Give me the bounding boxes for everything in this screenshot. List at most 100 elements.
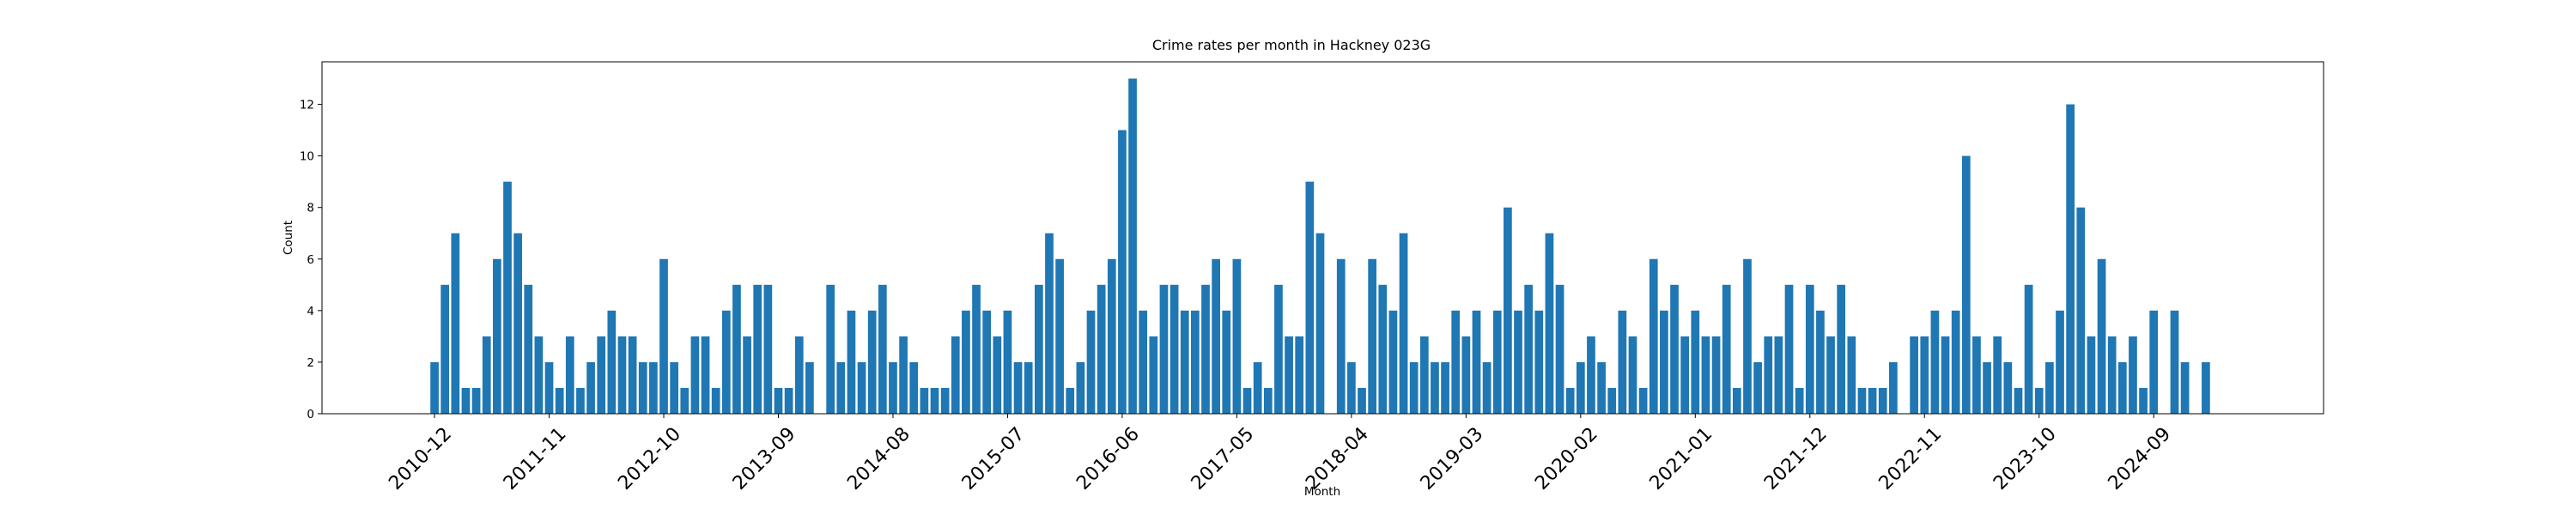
- bar: [2024, 284, 2033, 414]
- bar: [1315, 233, 1325, 414]
- bar: [1534, 310, 1544, 414]
- bar: [513, 233, 522, 414]
- bar: [1618, 310, 1627, 414]
- bar: [1118, 130, 1127, 414]
- bar: [805, 361, 814, 414]
- bar: [1180, 310, 1189, 414]
- bar: [1305, 181, 1315, 415]
- bar: [576, 387, 585, 414]
- bar: [1222, 310, 1231, 414]
- bar: [2202, 361, 2210, 414]
- bar: [555, 387, 564, 414]
- bar: [1097, 284, 1106, 414]
- bar: [586, 361, 595, 414]
- bar: [440, 284, 450, 414]
- bar: [1461, 336, 1471, 414]
- bar: [1388, 310, 1398, 414]
- bar: [2045, 361, 2054, 414]
- bar: [1076, 361, 1085, 414]
- bar: [1263, 387, 1273, 414]
- y-tick-label: 8: [307, 202, 314, 215]
- bar: [680, 387, 690, 414]
- bar: [1628, 336, 1637, 414]
- bar: [1607, 387, 1617, 414]
- bar: [1597, 361, 1606, 414]
- bar: [794, 336, 804, 414]
- plot-frame: [321, 61, 2324, 415]
- bar: [721, 310, 731, 414]
- y-tick-label: 12: [300, 99, 314, 112]
- bar: [857, 361, 866, 414]
- bar: [1983, 361, 1991, 414]
- bar: [1826, 336, 1835, 414]
- bar: [1795, 387, 1804, 414]
- bar: [743, 336, 751, 414]
- bar: [1524, 284, 1534, 414]
- bar: [867, 310, 877, 414]
- bar: [617, 336, 627, 414]
- bar: [1670, 284, 1679, 414]
- bar: [2149, 310, 2159, 414]
- x-tick-label: 2022-11: [1875, 423, 1947, 494]
- bar: [940, 387, 950, 414]
- bar: [774, 387, 783, 414]
- x-tick-label: 2016-06: [1072, 423, 1144, 494]
- x-tick-label: 2012-10: [614, 423, 685, 494]
- bar: [1170, 284, 1179, 414]
- bar: [1784, 284, 1794, 414]
- bar: [638, 361, 647, 414]
- bar: [847, 310, 856, 414]
- x-tick-label: 2020-02: [1531, 423, 1602, 494]
- bar: [1847, 336, 1856, 414]
- bar: [2117, 361, 2127, 414]
- bar: [1691, 310, 1700, 414]
- bar: [1492, 310, 1502, 414]
- bar: [1660, 310, 1668, 414]
- x-tick-label: 2023-10: [1990, 423, 2061, 494]
- bar: [471, 387, 481, 414]
- bar: [1941, 336, 1950, 414]
- bar: [1336, 258, 1346, 414]
- bar: [1139, 310, 1148, 414]
- x-tick-label: 2011-11: [500, 423, 571, 494]
- bar: [1368, 258, 1376, 414]
- bar: [2066, 104, 2075, 414]
- bar: [1680, 336, 1690, 414]
- bar: [1482, 361, 1492, 414]
- bar: [1431, 361, 1439, 414]
- bar: [1003, 310, 1012, 414]
- bar: [1212, 258, 1220, 414]
- bar: [1358, 387, 1366, 414]
- bar: [1514, 310, 1522, 414]
- bar: [1128, 78, 1137, 415]
- x-tick-label: 2010-12: [385, 423, 456, 494]
- bar: [1013, 361, 1023, 414]
- x-tick-label: 2021-01: [1646, 423, 1717, 494]
- bar: [1378, 284, 1388, 414]
- bar: [1805, 284, 1814, 414]
- bar: [1066, 387, 1075, 414]
- bar: [1961, 155, 1971, 414]
- bar: [1722, 284, 1731, 414]
- bar: [1045, 233, 1054, 414]
- bar: [1732, 387, 1741, 414]
- bar: [1649, 258, 1658, 414]
- x-tick-label: 2024-09: [2105, 423, 2176, 494]
- bar: [451, 233, 460, 414]
- bar: [753, 284, 762, 414]
- y-tick-label: 6: [307, 253, 314, 267]
- bar: [1711, 336, 1721, 414]
- y-axis-ticks: 0 2 4 6 8 10 12: [300, 99, 322, 421]
- bar: [909, 361, 919, 414]
- bar: [659, 258, 668, 414]
- bar: [628, 336, 637, 414]
- bar: [2139, 387, 2148, 414]
- bar: [1055, 258, 1064, 414]
- bar: [2014, 387, 2023, 414]
- bar: [1743, 258, 1752, 414]
- bar: [1024, 361, 1033, 414]
- bar: [1587, 336, 1595, 414]
- bar: [649, 361, 658, 414]
- bar: [1753, 361, 1762, 414]
